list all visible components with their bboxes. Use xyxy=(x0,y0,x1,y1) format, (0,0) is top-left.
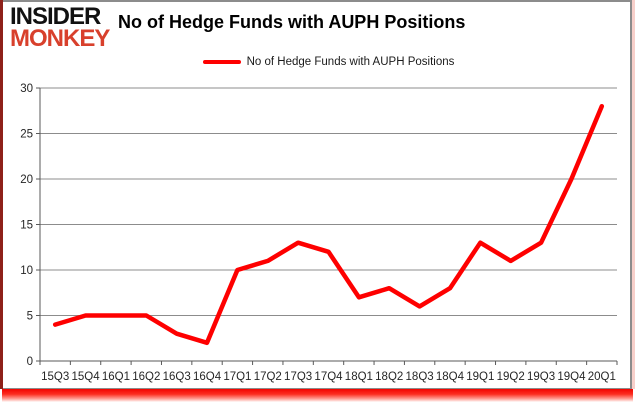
y-tick-label: 20 xyxy=(20,174,33,186)
x-tick-label: 17Q4 xyxy=(314,371,343,383)
chart-panel xyxy=(0,0,632,389)
x-tick-label: 16Q3 xyxy=(163,371,191,383)
x-tick-label: 15Q4 xyxy=(71,371,100,383)
right-accent-stripe xyxy=(632,0,635,389)
x-tick-label: 18Q4 xyxy=(436,371,465,383)
x-tick-label: 19Q3 xyxy=(527,371,555,383)
x-tick-label: 16Q2 xyxy=(132,371,160,383)
x-tick-label: 20Q1 xyxy=(588,371,616,383)
x-tick-label: 18Q3 xyxy=(406,371,434,383)
x-tick-label: 19Q4 xyxy=(557,371,586,383)
legend: No of Hedge Funds with AUPH Positions xyxy=(40,56,617,68)
chart-title: No of Hedge Funds with AUPH Positions xyxy=(118,12,466,32)
y-tick-label: 10 xyxy=(20,265,33,277)
x-tick-label: 15Q3 xyxy=(41,371,69,383)
legend-line-swatch xyxy=(202,60,241,64)
y-tick-label: 5 xyxy=(27,311,33,323)
x-tick-label: 19Q1 xyxy=(466,371,494,383)
y-tick-label: 25 xyxy=(20,129,33,141)
insider-monkey-logo: INSIDER MONKEY xyxy=(10,3,110,53)
y-tick-label: 0 xyxy=(27,356,33,368)
x-tick-label: 17Q2 xyxy=(254,371,282,383)
logo-line-insider: INSIDER xyxy=(10,3,101,30)
series-line xyxy=(52,103,605,346)
y-tick-label: 15 xyxy=(20,220,33,232)
bottom-red-glow xyxy=(2,389,633,402)
y-tick-label: 30 xyxy=(20,83,33,95)
x-tick-label: 17Q3 xyxy=(284,371,312,383)
legend-label: No of Hedge Funds with AUPH Positions xyxy=(246,56,455,68)
x-tick-label: 18Q2 xyxy=(375,371,403,383)
x-tick-label: 17Q1 xyxy=(223,371,251,383)
x-tick-label: 16Q4 xyxy=(193,371,222,383)
left-accent-stripe xyxy=(0,0,3,389)
x-tick-label: 18Q1 xyxy=(345,371,373,383)
logo-line-monkey: MONKEY xyxy=(10,25,110,53)
x-tick-label: 16Q1 xyxy=(102,371,130,383)
x-tick-label: 19Q2 xyxy=(497,371,525,383)
